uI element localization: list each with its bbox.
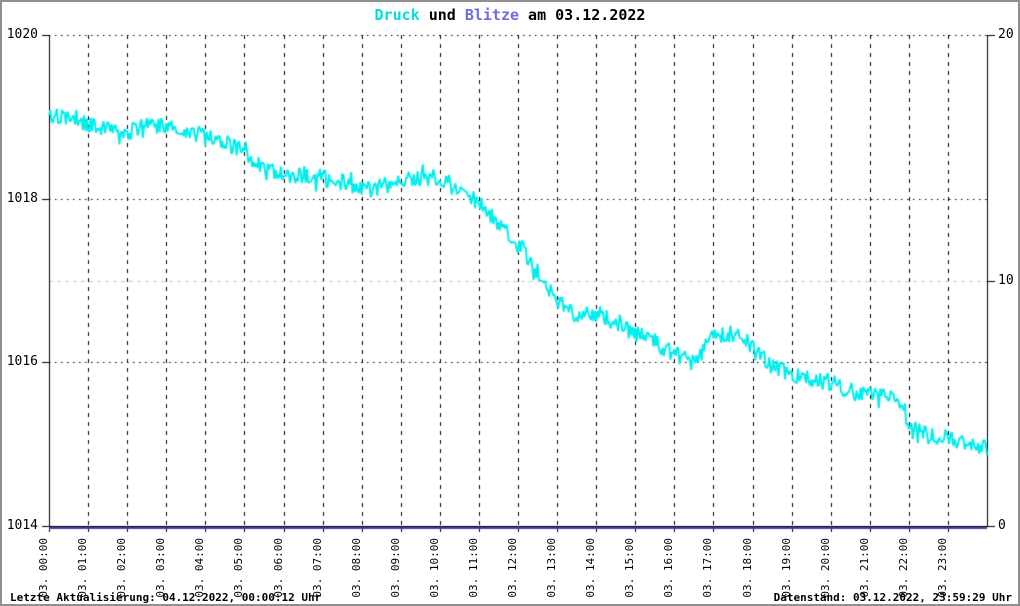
x-axis-tick-label-text: 03. 02:00 <box>115 538 129 598</box>
x-axis-tick-label-text: 03. 21:00 <box>857 538 871 598</box>
x-axis-tick-label-text: 03. 23:00 <box>935 538 949 598</box>
y-axis-left-tick-label: 1020 <box>6 27 38 42</box>
chart-title-blitze: Blitze <box>464 6 520 24</box>
y-axis-right-tick-label: 10 <box>998 272 1014 288</box>
x-axis-tick-label-text: 03. 12:00 <box>506 538 519 598</box>
x-axis-tick-label-text: 03. 09:00 <box>388 538 402 598</box>
chart-title-date: am 03.12.2022 <box>519 6 646 24</box>
x-axis-tick-label-text: 03. 16:00 <box>662 538 676 598</box>
x-axis-tick-label-text: 03. 18:00 <box>740 538 754 598</box>
x-axis-tick-label-text: 03. 11:00 <box>466 538 480 598</box>
x-axis-tick-label-text: 03. 08:00 <box>349 538 363 598</box>
x-axis-tick-label-text: 03. 03:00 <box>154 538 168 598</box>
data-timestamp-text: Datenstand: 03.12.2022, 23:59:29 Uhr <box>773 591 1012 604</box>
x-axis-tick-label-text: 03. 22:00 <box>896 538 910 598</box>
x-axis-tick-label-text: 03. 04:00 <box>193 538 207 598</box>
x-axis-tick-label-text: 03. 05:00 <box>232 538 246 598</box>
y-axis-left-tick-label: 1014 <box>6 518 38 533</box>
chart-title-druck: Druck <box>374 6 420 24</box>
y-axis-left-tick-label: 1018 <box>6 190 38 206</box>
y-axis-right-tick-label: 20 <box>998 27 1014 42</box>
x-axis-tick-label-text: 03. 13:00 <box>545 538 559 598</box>
x-axis-tick-label-text: 03. 01:00 <box>76 538 90 598</box>
x-axis-tick-label-text: 03. 06:00 <box>271 538 285 598</box>
chart-title: Druck und Blitze am 03.12.2022 <box>2 6 1018 24</box>
x-axis-tick-label-text: 03. 17:00 <box>701 538 715 598</box>
x-axis-tick-label-text: 03. 19:00 <box>779 538 793 598</box>
x-axis-tick-label-text: 03. 10:00 <box>427 538 441 598</box>
chart-title-und: und <box>419 6 465 24</box>
x-axis-tick-label-text: 03. 00:00 <box>37 538 50 598</box>
x-axis-tick-label-text: 03. 15:00 <box>623 538 637 598</box>
x-axis-tick-label-text: 03. 14:00 <box>584 538 598 598</box>
y-axis-right-tick-label: 0 <box>998 518 1006 533</box>
y-axis-left-tick-label: 1016 <box>6 354 38 370</box>
x-axis-tick-label-text: 03. 07:00 <box>310 538 324 598</box>
x-axis-tick-label-text: 03. 20:00 <box>818 538 832 598</box>
last-update-text: Letzte Aktualisierung: 04.12.2022, 00:00… <box>10 591 322 604</box>
